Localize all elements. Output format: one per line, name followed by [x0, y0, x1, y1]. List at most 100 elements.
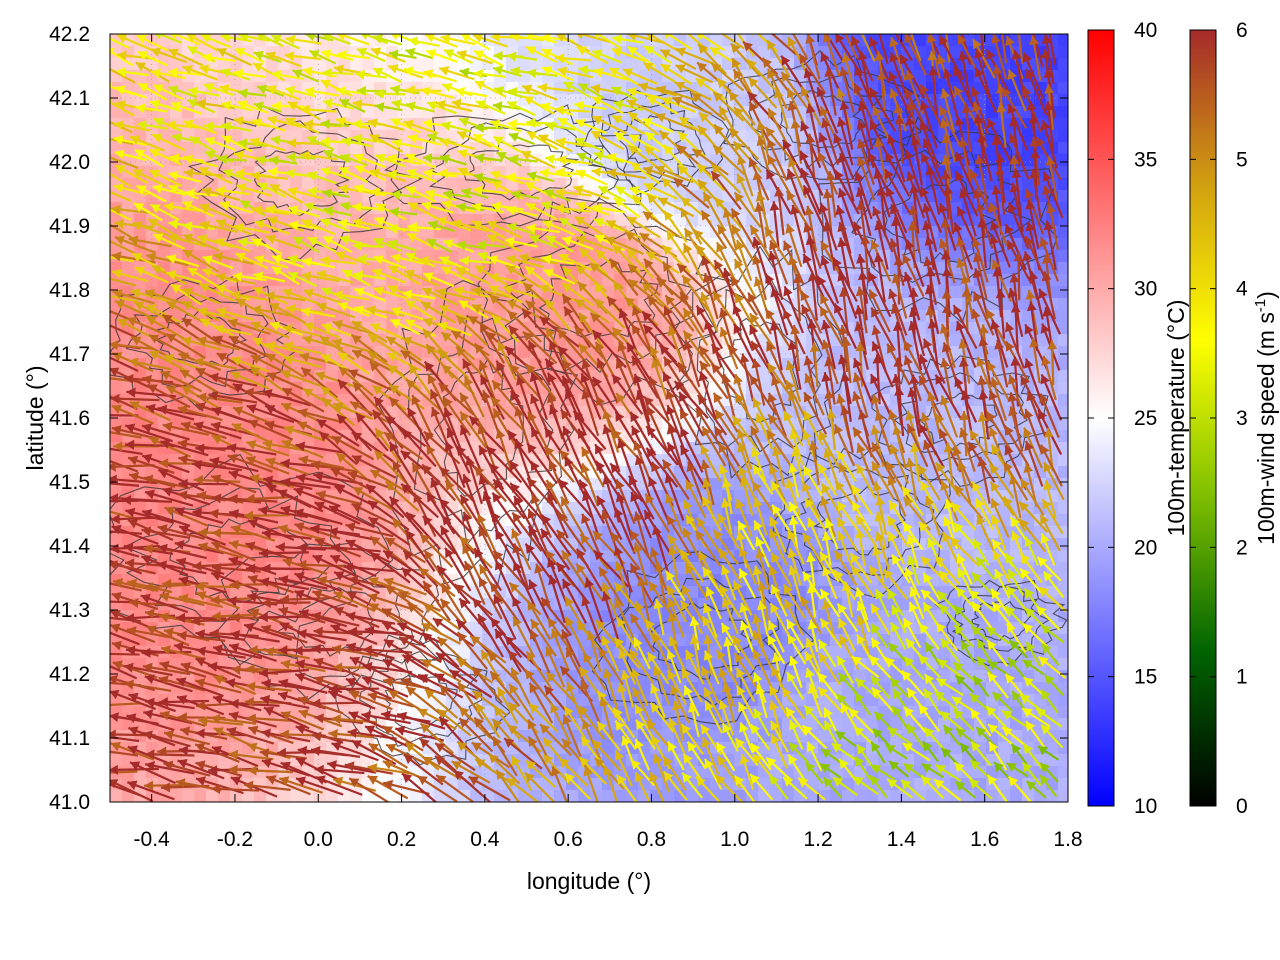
temperature-cell	[782, 646, 795, 659]
temperature-cell	[518, 178, 531, 191]
temperature-cell	[1058, 706, 1068, 719]
temperature-cell	[770, 130, 783, 143]
temperature-cell	[650, 202, 663, 215]
temperature-cell	[302, 178, 315, 191]
temperature-cell	[950, 46, 963, 59]
temperature-cell	[146, 238, 159, 251]
temperature-cell	[266, 190, 279, 203]
temperature-cell	[1058, 250, 1068, 263]
temperature-cell	[938, 142, 951, 155]
temperature-cell	[794, 34, 807, 47]
temperature-cell	[530, 190, 543, 203]
temperature-cell	[230, 106, 243, 119]
temperature-cell	[518, 166, 531, 179]
temperature-cell	[914, 70, 927, 83]
temperature-cell	[194, 346, 207, 359]
temperature-cell	[314, 178, 327, 191]
temperature-cell	[1058, 202, 1068, 215]
temperature-cell	[890, 178, 903, 191]
temperature-cell	[134, 226, 147, 239]
temperature-cell	[398, 382, 411, 395]
temperature-cell	[566, 298, 579, 311]
temperature-cell	[1058, 94, 1068, 107]
temperature-cell	[206, 214, 219, 227]
temperature-cell	[242, 70, 255, 83]
temperature-cell	[158, 394, 171, 407]
temperature-cell	[266, 94, 279, 107]
temperature-cell	[290, 130, 303, 143]
temperature-cell	[830, 346, 843, 359]
temperature-cell	[686, 58, 699, 71]
temperature-cell	[1058, 454, 1068, 467]
temperature-cell	[1058, 34, 1068, 47]
temperature-cell	[410, 214, 423, 227]
temperature-cell	[1058, 730, 1068, 743]
temperature-cell	[182, 178, 195, 191]
temperature-cell	[602, 322, 615, 335]
temperature-cell	[362, 58, 375, 71]
temperature-cell	[554, 94, 567, 107]
temperature-cell	[950, 346, 963, 359]
temperature-cell	[1058, 550, 1068, 563]
temperature-cell	[194, 322, 207, 335]
temperature-cell	[434, 142, 447, 155]
temperature-cell	[926, 274, 939, 287]
temperature-cell	[674, 154, 687, 167]
temperature-cell	[866, 214, 879, 227]
temperature-cell	[1058, 226, 1068, 239]
temperature-cell	[434, 310, 447, 323]
temperature-cell	[1058, 334, 1068, 347]
temperature-cell	[926, 82, 939, 95]
temperature-cell	[1058, 118, 1068, 131]
temperature-cell	[1034, 226, 1047, 239]
temperature-cell	[350, 58, 363, 71]
temperature-cell	[1034, 310, 1047, 323]
temperature-cell	[338, 142, 351, 155]
temperature-cell	[398, 106, 411, 119]
temperature-cell	[1022, 130, 1035, 143]
temperature-cell	[950, 286, 963, 299]
temperature-cell	[242, 334, 255, 347]
temperature-cell	[506, 58, 519, 71]
temperature-cell	[710, 478, 723, 491]
temperature-cell	[1058, 694, 1068, 707]
temperature-cell	[1058, 58, 1068, 71]
temperature-cell	[278, 94, 291, 107]
temperature-cell	[1058, 646, 1068, 659]
temperature-cell	[626, 286, 639, 299]
temperature-cell	[1058, 106, 1068, 119]
temperature-cell	[230, 130, 243, 143]
temperature-cell	[1058, 82, 1068, 95]
temperature-cell	[362, 382, 375, 395]
temperature-cell	[1058, 370, 1068, 383]
temperature-cell	[350, 190, 363, 203]
temperature-cell	[998, 742, 1011, 755]
temperature-cell	[686, 382, 699, 395]
temperature-cell	[350, 142, 363, 155]
temperature-cell	[518, 322, 531, 335]
temperature-cell	[494, 262, 507, 275]
temperature-cell	[158, 214, 171, 227]
temperature-cell	[374, 370, 387, 383]
temperature-cell	[362, 106, 375, 119]
temperature-cell	[746, 262, 759, 275]
temperature-cell	[422, 178, 435, 191]
temperature-cell	[602, 274, 615, 287]
temperature-cell	[758, 370, 771, 383]
temperature-cell	[362, 370, 375, 383]
temperature-cell	[1058, 190, 1068, 203]
temperature-cell	[602, 334, 615, 347]
temperature-cell	[950, 190, 963, 203]
temperature-cell	[1058, 562, 1068, 575]
temperature-cell	[962, 70, 975, 83]
temperature-cell	[1058, 766, 1068, 779]
temperature-cell	[866, 58, 879, 71]
temperature-cell	[566, 142, 579, 155]
temperature-cell	[362, 262, 375, 275]
temperature-cell	[674, 214, 687, 227]
temperature-cell	[746, 214, 759, 227]
temperature-cell	[218, 58, 231, 71]
temperature-cell	[590, 766, 603, 779]
temperature-cell	[710, 562, 723, 575]
temperature-cell	[1058, 754, 1068, 767]
